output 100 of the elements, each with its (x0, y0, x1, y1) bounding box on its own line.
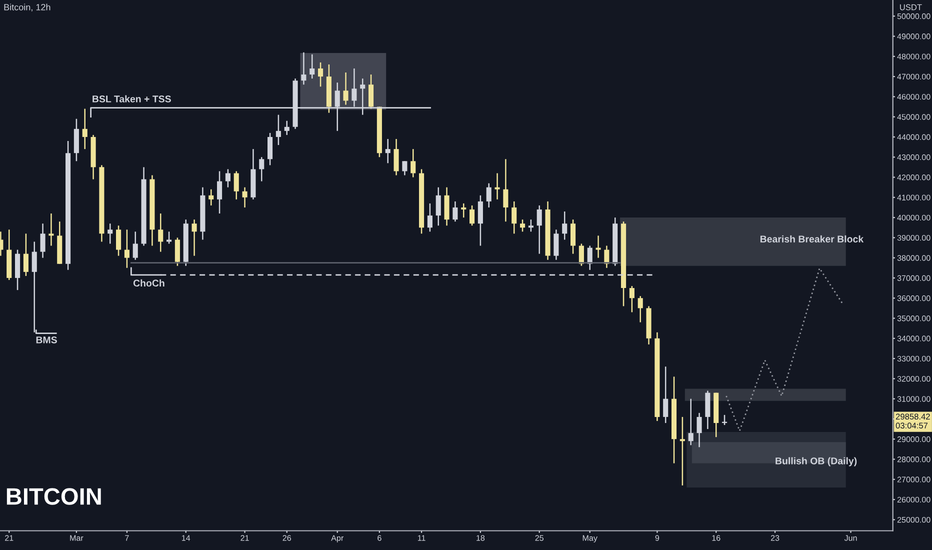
annotation: BSL Taken + TSS (92, 95, 171, 102)
candlestick (570, 218, 576, 254)
candlestick (394, 138, 399, 176)
candlestick (242, 186, 248, 208)
candlestick (596, 235, 601, 258)
x-tick-label: 7 (125, 535, 129, 541)
y-tick-label: 32000.00 (897, 376, 930, 382)
y-tick-label: 37000.00 (897, 275, 930, 281)
x-tick-label: 25 (535, 535, 544, 541)
candlestick (217, 170, 222, 214)
y-tick-label: 40000.00 (897, 214, 930, 221)
x-tick-label: May (582, 535, 598, 542)
candlestick (578, 243, 584, 267)
candlestick (520, 218, 526, 232)
candlestick (536, 204, 542, 254)
candlestick (512, 200, 517, 234)
annotation: Bearish Breaker Block (760, 235, 864, 243)
text: 29858.42 03:04:57 (896, 414, 930, 429)
candlestick (402, 160, 408, 176)
y-tick-label: 45000.00 (897, 114, 930, 120)
annotation: BMS (36, 336, 57, 344)
y-tick-label: 34000.00 (897, 336, 930, 342)
candlestick (268, 132, 273, 166)
candlestick (385, 138, 390, 164)
candlestick (301, 52, 306, 86)
y-tick-label: 35000.00 (897, 316, 930, 322)
x-tick-label: 26 (282, 535, 291, 541)
candlestick (688, 398, 694, 446)
candlestick (503, 158, 508, 222)
candlestick (40, 222, 46, 258)
candlestick (528, 218, 534, 232)
candlestick (23, 233, 28, 277)
candlestick (310, 54, 315, 80)
y-tick-label: 25000.00 (897, 516, 930, 523)
y-tick-label: 48000.00 (897, 54, 930, 60)
annotation: ChoCh (133, 279, 164, 287)
x-tick-label: Apr (331, 535, 344, 542)
candlestick (452, 200, 458, 222)
y-tick-label: 44000.00 (897, 134, 930, 140)
candlestick (368, 74, 374, 110)
candlestick (234, 170, 239, 200)
candlestick (166, 231, 172, 244)
y-tick-label: 47000.00 (897, 74, 930, 80)
candlestick (259, 156, 264, 182)
x-tick-label: 9 (655, 535, 660, 541)
candlestick (192, 218, 197, 256)
candlestick (108, 222, 113, 244)
candlestick (284, 120, 290, 136)
candlestick (478, 194, 483, 246)
y-tick-label: 50000.00 (897, 13, 930, 20)
y-tick-label: 41000.00 (897, 194, 930, 200)
x-tick-label: Jun (844, 535, 857, 541)
candlestick (470, 204, 475, 226)
x-tick-label: 14 (182, 535, 190, 541)
y-tick-label: 31000.00 (897, 396, 930, 402)
x-tick-label: 18 (476, 535, 485, 541)
y-tick-label: 33000.00 (897, 356, 930, 362)
y-tick-label: 36000.00 (897, 295, 930, 302)
y-tick-label: 49000.00 (897, 34, 930, 40)
annotation: BITCOIN (6, 488, 101, 505)
candlestick (343, 72, 348, 106)
candlestick (410, 148, 416, 178)
annotation: Bullish OB (Daily) (776, 457, 857, 466)
y-tick-label: 46000.00 (897, 94, 930, 100)
candlestick (680, 416, 685, 486)
y-tick-label: 38000.00 (897, 255, 930, 261)
candlestick (562, 210, 568, 240)
y-tick-label: 26000.00 (897, 496, 930, 503)
candlestick (427, 202, 432, 232)
candlestick (696, 412, 702, 448)
candlestick (174, 237, 180, 267)
candlestick (208, 188, 214, 206)
x-tick-label: 21 (5, 535, 14, 541)
candlestick (663, 366, 668, 424)
x-tick-label: 11 (418, 535, 426, 541)
y-tick-label: 39000.00 (897, 234, 930, 241)
candlestick (554, 228, 559, 260)
candlestick (48, 212, 54, 246)
candlestick (124, 228, 130, 269)
candlestick (494, 172, 500, 200)
x-tick-label: 6 (378, 535, 382, 541)
candlestick (82, 108, 88, 150)
y-tick-label: 42000.00 (897, 174, 930, 180)
candlestick (629, 285, 634, 313)
y-tick-label: 29000.00 (897, 436, 930, 442)
y-axis-title: USDT (900, 4, 922, 10)
x-tick-label: 16 (712, 535, 720, 541)
x-tick-label: 23 (770, 535, 780, 541)
y-tick-label: 27000.00 (897, 476, 930, 482)
chart-title: Bitcoin, 12h (4, 4, 50, 12)
candlestick (225, 168, 230, 188)
candlestick (318, 62, 324, 88)
candlestick (132, 231, 138, 260)
candlestick (638, 295, 643, 323)
y-tick-label: 43000.00 (897, 154, 930, 160)
candlestick (461, 202, 466, 218)
candlestick (436, 186, 441, 226)
candlestick (116, 224, 122, 256)
candlestick (486, 182, 492, 208)
candlestick (158, 212, 164, 252)
